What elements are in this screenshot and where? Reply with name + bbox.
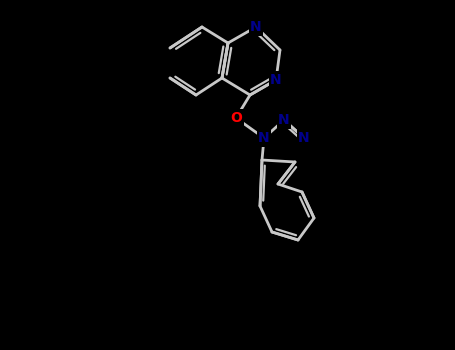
Text: N: N — [258, 131, 270, 145]
Text: O: O — [230, 111, 242, 125]
Text: N: N — [278, 113, 290, 127]
Text: N: N — [250, 20, 262, 34]
Text: N: N — [298, 131, 310, 145]
Text: N: N — [270, 73, 282, 87]
